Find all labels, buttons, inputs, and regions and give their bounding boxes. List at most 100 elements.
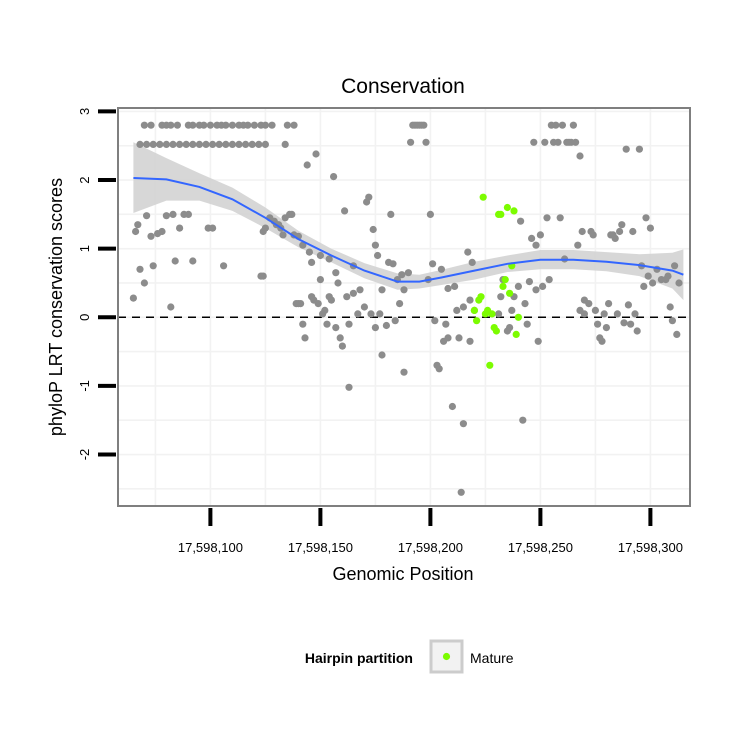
data-point-other <box>602 324 611 332</box>
data-point-other <box>558 121 567 129</box>
data-point-other <box>382 321 390 330</box>
data-point-other <box>301 334 309 342</box>
data-point-other <box>235 140 243 148</box>
data-point-other <box>158 227 166 236</box>
data-point-other <box>532 241 540 249</box>
data-point-other <box>176 140 184 148</box>
data-point-other <box>136 265 144 273</box>
data-point-other <box>132 227 140 236</box>
data-point-other <box>312 150 320 158</box>
data-point-other <box>673 330 681 338</box>
data-point-other <box>627 320 635 328</box>
data-point-other <box>167 303 175 311</box>
data-point-other <box>616 227 624 236</box>
data-point-other <box>600 310 608 318</box>
data-point-other <box>338 342 346 350</box>
data-point-mature <box>501 276 509 284</box>
data-point-other <box>543 214 551 222</box>
data-point-other <box>589 231 597 239</box>
data-point-other <box>378 286 386 294</box>
data-point-other <box>189 257 197 265</box>
chart-title: Conservation <box>341 75 465 98</box>
data-point-other <box>618 221 626 229</box>
data-point-other <box>666 303 674 311</box>
data-point-other <box>598 337 606 345</box>
data-point-other <box>156 140 164 148</box>
data-point-mature <box>503 203 511 212</box>
data-point-other <box>369 225 377 234</box>
data-point-other <box>261 140 269 148</box>
data-point-other <box>255 140 263 148</box>
x-axis: 17,598,100 17,598,150 17,598,200 17,598,250… <box>178 508 683 555</box>
data-point-other <box>580 310 589 318</box>
data-point-mature <box>479 193 487 201</box>
data-point-other <box>215 140 223 148</box>
data-point-other <box>556 214 564 222</box>
data-point-other <box>644 272 652 280</box>
data-point-other <box>149 262 157 270</box>
data-point-other <box>649 279 657 287</box>
data-point-other <box>591 306 600 314</box>
data-point-other <box>585 300 593 308</box>
data-point-other <box>162 140 170 148</box>
data-point-other <box>444 334 452 342</box>
mature-points <box>470 193 523 369</box>
data-point-other <box>572 138 580 146</box>
data-point-other <box>466 337 474 345</box>
data-point-other <box>521 300 529 308</box>
data-point-mature <box>497 210 505 218</box>
data-point-other <box>459 303 467 311</box>
plot-panel <box>117 107 691 507</box>
data-point-other <box>664 272 672 280</box>
y-tick-label: 2 <box>77 176 92 183</box>
data-point-other <box>495 310 503 318</box>
x-axis-title: Genomic Position <box>332 564 473 584</box>
data-point-other <box>442 320 450 328</box>
data-point-other <box>299 241 307 249</box>
data-point-other <box>552 121 560 129</box>
data-point-other <box>506 324 514 332</box>
y-tick-label: -2 <box>77 449 92 461</box>
data-point-other <box>345 383 353 391</box>
data-point-mature <box>486 361 494 369</box>
data-point-other <box>528 234 536 242</box>
data-point-other <box>629 227 637 236</box>
data-point-other <box>646 224 655 232</box>
data-point-mature <box>492 327 500 335</box>
data-point-other <box>288 210 296 218</box>
data-point-other <box>530 138 538 146</box>
data-point-other <box>209 140 217 148</box>
data-point-other <box>248 140 256 148</box>
legend: Hairpin partition Mature <box>305 639 514 674</box>
data-point-other <box>321 306 329 314</box>
data-point-mature <box>514 313 523 321</box>
data-point-other <box>437 265 445 273</box>
data-point-mature <box>488 310 496 318</box>
data-point-other <box>147 232 155 240</box>
data-point-other <box>497 293 505 301</box>
data-point-mature <box>477 293 485 301</box>
data-point-other <box>330 173 338 181</box>
data-point-other <box>129 294 137 302</box>
data-point-other <box>451 282 459 290</box>
data-point-other <box>308 258 316 266</box>
data-point-other <box>303 161 311 169</box>
data-point-other <box>279 231 287 239</box>
data-point-other <box>299 320 307 328</box>
data-point-other <box>149 140 157 148</box>
legend-key-mature <box>442 652 451 661</box>
panel-background <box>118 108 690 506</box>
data-point-other <box>182 140 190 148</box>
data-point-other <box>545 276 553 284</box>
data-point-other <box>140 121 148 129</box>
data-point-other <box>244 121 252 129</box>
data-point-other <box>290 121 298 129</box>
data-point-other <box>389 260 397 268</box>
data-point-other <box>517 217 525 225</box>
y-axis: -2 -1 0 1 2 3 <box>77 108 116 460</box>
y-tick-label: 1 <box>77 245 92 252</box>
data-point-other <box>189 140 197 148</box>
data-point-other <box>341 207 349 215</box>
data-point-other <box>209 224 217 232</box>
